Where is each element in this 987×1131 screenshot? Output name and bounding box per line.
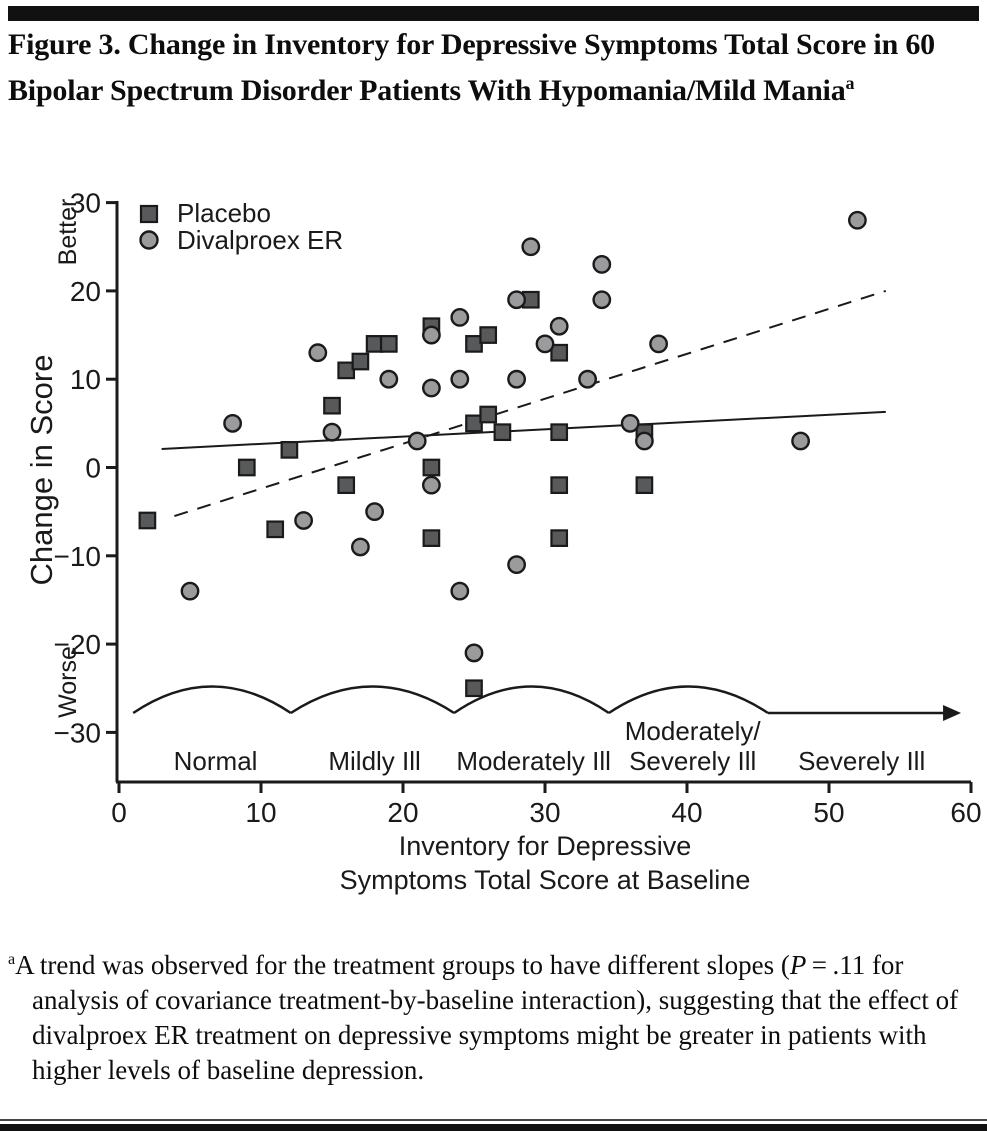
divalproex-point [180, 581, 200, 601]
x-tick-label: 50 [813, 797, 844, 828]
placebo-point [337, 476, 356, 495]
divalproex-trend-line [174, 289, 887, 518]
divalproex-point [791, 431, 810, 451]
legend-divalproex-circle-icon [139, 230, 159, 250]
placebo-point [351, 352, 370, 371]
divalproex-point [223, 413, 243, 433]
placebo-point [635, 476, 654, 495]
placebo-point [479, 326, 498, 344]
placebo-point [266, 520, 285, 539]
y-tick-label: −30 [54, 717, 102, 748]
placebo-point [422, 529, 441, 547]
footnote-text: aA trend was observed for the treatment … [8, 950, 959, 1085]
y-tick-label: 10 [70, 364, 101, 395]
bottom-divider-thick-rule [0, 1124, 987, 1131]
severity-arrow-head [943, 705, 962, 721]
x-tick-label: 0 [111, 797, 127, 828]
placebo-point [379, 335, 398, 353]
divalproex-point [535, 334, 555, 354]
divalproex-point [350, 537, 370, 557]
divalproex-point [450, 369, 470, 389]
divalproex-point [578, 369, 597, 389]
severity-label: Severely Ill [798, 746, 925, 776]
placebo-point [237, 458, 256, 477]
divalproex-point [848, 210, 867, 230]
divalproex-point [379, 369, 399, 389]
divalproex-point [294, 511, 313, 530]
y-tick-label: 30 [70, 188, 101, 219]
placebo-point [550, 529, 569, 547]
severity-label: Mildly Ill [328, 746, 420, 776]
bottom-divider-thin-rule [0, 1119, 987, 1121]
placebo-point [465, 679, 483, 698]
severity-label: Moderately Ill [456, 746, 611, 776]
y-tick-label: 20 [70, 276, 101, 307]
divalproex-point [421, 475, 441, 495]
x-axis-title-line2: Symptoms Total Score at Baseline [340, 865, 751, 895]
footnote-p-italic: P [789, 950, 807, 980]
x-axis-title-line1: Inventory for Depressive [399, 831, 692, 861]
severity-label: Normal [174, 746, 258, 776]
legend-placebo-label: Placebo [177, 198, 271, 228]
severity-arcs [132, 685, 769, 715]
divalproex-point [308, 343, 328, 363]
placebo-point [550, 476, 569, 495]
divalproex-point [421, 325, 441, 345]
divalproex-point [365, 502, 384, 522]
severity-label-line2: Severely Ill [629, 746, 756, 776]
divalproex-point [507, 290, 526, 310]
divalproex-point [450, 581, 470, 601]
y-worse-annotation: Worse [54, 646, 82, 718]
x-tick-label: 20 [387, 797, 418, 828]
figure-title-superscript: a [845, 73, 855, 93]
top-divider-rule [8, 6, 979, 21]
placebo-point [479, 405, 498, 424]
x-tick-label: 10 [245, 797, 276, 828]
divalproex-point [620, 413, 640, 433]
divalproex-point [507, 369, 526, 389]
divalproex-point [421, 378, 441, 398]
divalproex-point [592, 255, 612, 274]
y-tick-label: 0 [85, 453, 101, 484]
divalproex-point [635, 431, 654, 451]
divalproex-point [322, 422, 342, 442]
x-tick-label: 40 [671, 797, 702, 828]
y-tick-label: −10 [54, 541, 102, 572]
legend-placebo-square-icon [139, 204, 159, 224]
x-tick-label: 60 [950, 797, 981, 828]
footnote-superscript: a [8, 951, 16, 968]
divalproex-point [450, 307, 470, 327]
figure-title-text: Figure 3. Change in Inventory for Depres… [8, 28, 935, 107]
divalproex-point [649, 334, 668, 354]
placebo-point [422, 458, 441, 477]
legend-divalproex-label: Divalproex ER [177, 225, 343, 255]
placebo-point [138, 511, 157, 530]
figure-title: Figure 3. Change in Inventory for Depres… [8, 26, 968, 110]
divalproex-point [464, 643, 484, 663]
divalproex-point [592, 290, 612, 310]
placebo-trend-line [161, 410, 886, 450]
placebo-point [550, 423, 569, 442]
placebo-point [323, 396, 341, 415]
divalproex-point [407, 431, 427, 451]
y-better-annotation: Better [54, 199, 82, 266]
divalproex-point [521, 237, 541, 257]
severity-label-line1: Moderately/ [625, 716, 762, 746]
divalproex-point [507, 555, 526, 575]
figure-footnote: aA trend was observed for the treatment … [8, 942, 972, 1088]
placebo-point [280, 440, 299, 459]
y-tick-label: −20 [54, 629, 102, 660]
placebo-point [550, 343, 569, 362]
placebo-point [493, 423, 512, 442]
y-axis-title: Change in Score [24, 355, 59, 586]
divalproex-point [549, 316, 569, 336]
x-tick-label: 30 [529, 797, 560, 828]
